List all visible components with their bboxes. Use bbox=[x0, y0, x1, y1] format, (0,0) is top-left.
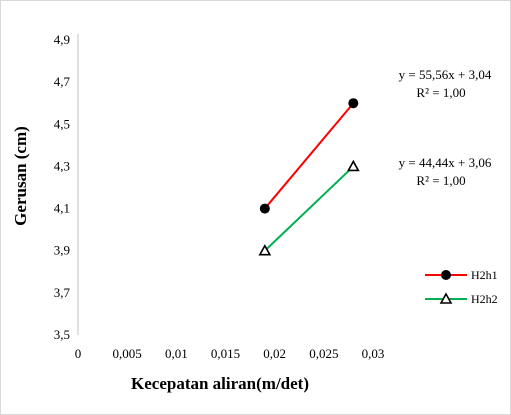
data-point-h2h1 bbox=[259, 203, 270, 214]
trendline-equation: y = 44,44x + 3,06 bbox=[399, 155, 492, 170]
legend-marker-h2h1 bbox=[441, 270, 451, 280]
legend-label-h2h2: H2h2 bbox=[471, 292, 498, 306]
legend: H2h1 H2h2 bbox=[425, 268, 498, 306]
x-tick-label: 0,03 bbox=[362, 346, 385, 361]
trendline-annotations: y = 55,56x + 3,04 R² = 1,00 y = 44,44x + 3… bbox=[399, 67, 492, 188]
trendline-r-squared: R² = 1,00 bbox=[416, 173, 465, 188]
x-tick-label: 0,015 bbox=[211, 346, 240, 361]
y-tick-label: 3,5 bbox=[54, 327, 70, 342]
y-tick-label: 3,9 bbox=[54, 243, 70, 258]
x-tick-label: 0,01 bbox=[165, 346, 188, 361]
y-axis-label: Gerusan (cm) bbox=[11, 126, 30, 226]
series-group bbox=[258, 98, 360, 256]
series-line-h2h2 bbox=[264, 165, 355, 252]
x-tick-label: 0,02 bbox=[263, 346, 286, 361]
x-tick-labels: 0 0,005 0,01 0,015 0,02 0,025 0,03 bbox=[75, 346, 385, 361]
y-tick-label: 4,5 bbox=[54, 116, 70, 131]
y-tick-label: 4,7 bbox=[54, 74, 71, 89]
x-axis-label: Kecepatan aliran(m/det) bbox=[131, 374, 309, 393]
trendline-r-squared: R² = 1,00 bbox=[416, 85, 465, 100]
x-tick-label: 0,005 bbox=[113, 346, 142, 361]
y-tick-label: 3,7 bbox=[54, 285, 71, 300]
y-tick-label: 4,9 bbox=[54, 32, 70, 47]
y-tick-label: 4,3 bbox=[54, 158, 70, 173]
y-tick-labels: 3,5 3,7 3,9 4,1 4,3 4,5 4,7 4,9 bbox=[54, 32, 71, 342]
legend-label-h2h1: H2h1 bbox=[471, 268, 498, 282]
data-point-h2h1 bbox=[348, 98, 359, 109]
data-point-h2h2 bbox=[346, 159, 360, 172]
data-point-h2h2 bbox=[258, 244, 272, 256]
x-tick-label: 0 bbox=[75, 346, 82, 361]
trendline-equation: y = 55,56x + 3,04 bbox=[399, 67, 492, 82]
series-line-h2h1 bbox=[264, 102, 355, 210]
x-tick-label: 0,025 bbox=[309, 346, 338, 361]
legend-marker-h2h2 bbox=[439, 292, 453, 304]
y-tick-label: 4,1 bbox=[54, 201, 70, 216]
